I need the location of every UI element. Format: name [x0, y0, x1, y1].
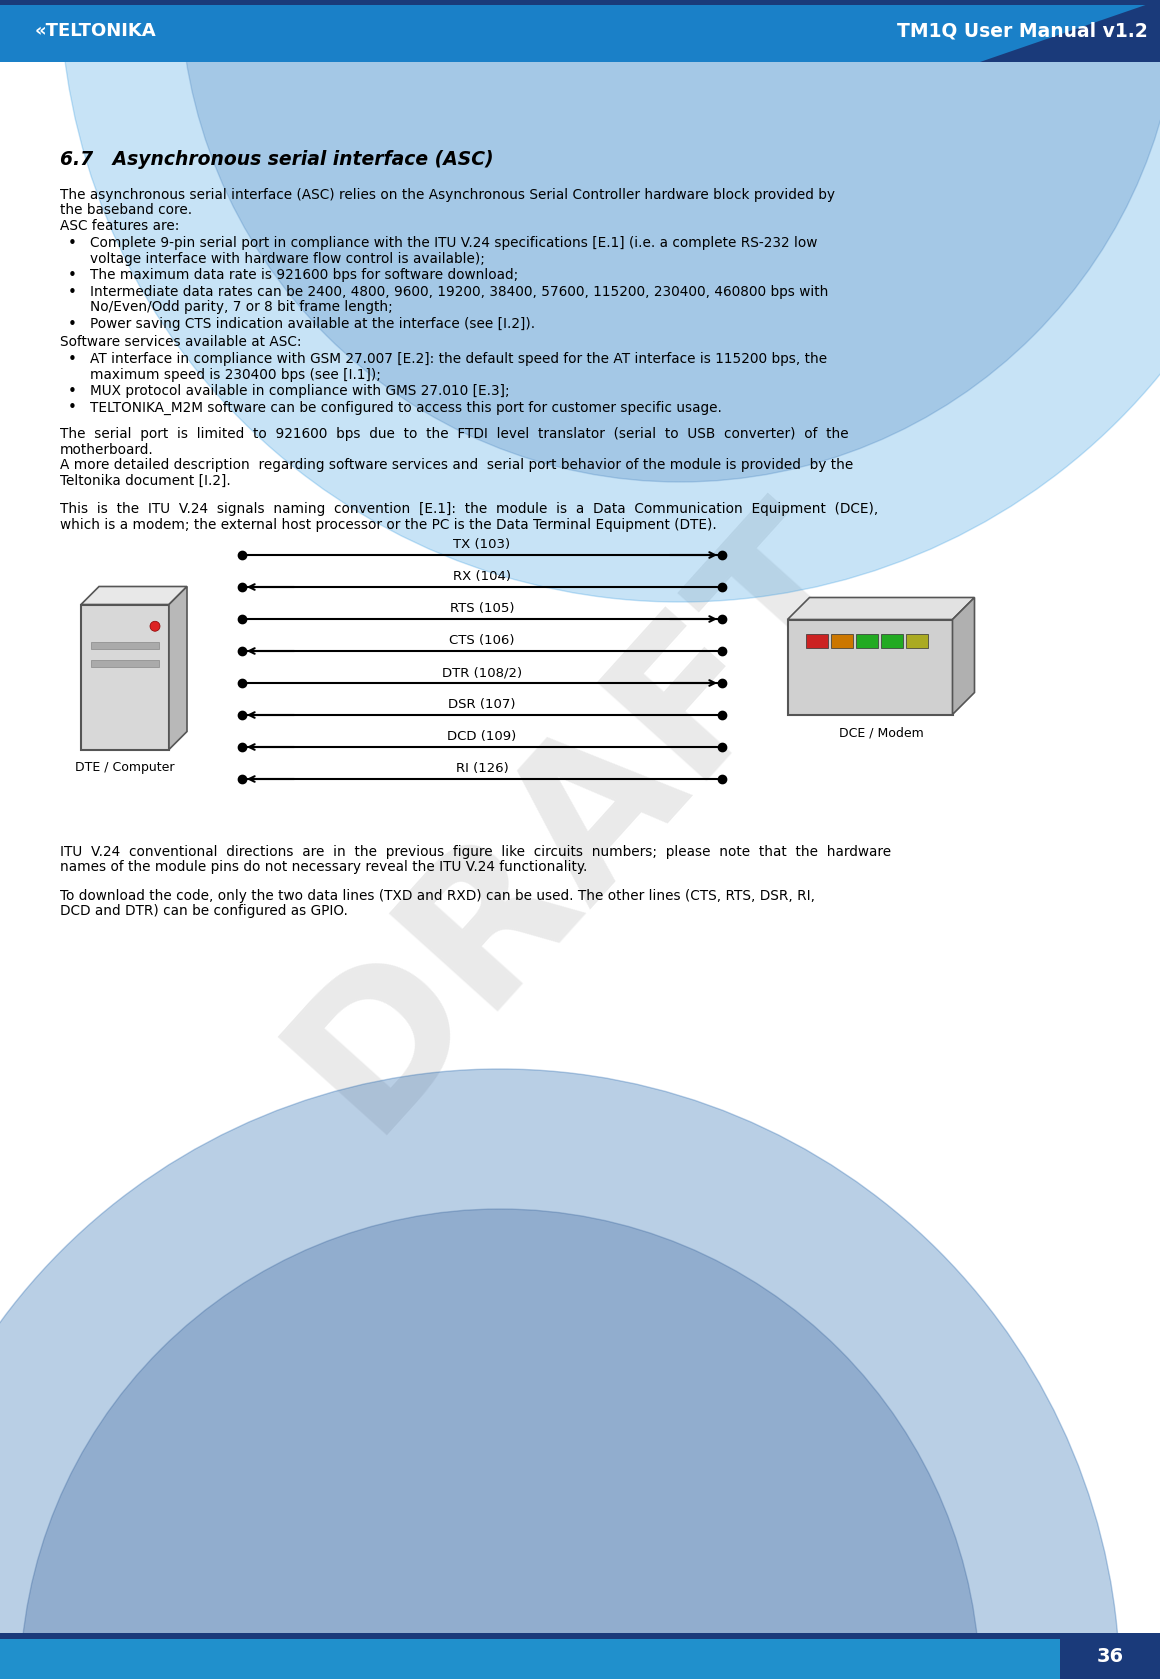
Bar [0, 0, 1160, 5]
Text: •: • [68, 384, 77, 400]
Bar [788, 620, 952, 715]
Bar [805, 633, 827, 648]
Text: ASC features are:: ASC features are: [60, 218, 180, 233]
Text: names of the module pins do not necessary reveal the ITU V.24 functionality.: names of the module pins do not necessar… [60, 861, 587, 875]
Text: DSR (107): DSR (107) [448, 698, 516, 710]
Text: Teltonika document [I.2].: Teltonika document [I.2]. [60, 473, 231, 487]
Circle shape [20, 1209, 980, 1679]
Text: ITU  V.24  conventional  directions  are  in  the  previous  figure  like  circu: ITU V.24 conventional directions are in … [60, 845, 891, 860]
Text: motherboard.: motherboard. [60, 443, 154, 457]
Text: •: • [68, 353, 77, 368]
Bar [0, 1634, 1160, 1679]
Text: No/Even/Odd parity, 7 or 8 bit frame length;: No/Even/Odd parity, 7 or 8 bit frame len… [90, 301, 393, 314]
Circle shape [150, 621, 160, 631]
Text: DCD and DTR) can be configured as GPIO.: DCD and DTR) can be configured as GPIO. [60, 905, 348, 918]
Bar [856, 633, 877, 648]
Bar [0, 0, 1160, 62]
Text: A more detailed description  regarding software services and  serial port behavi: A more detailed description regarding so… [60, 458, 854, 472]
Text: maximum speed is 230400 bps (see [I.1]);: maximum speed is 230400 bps (see [I.1]); [90, 368, 380, 381]
Text: CTS (106): CTS (106) [449, 635, 515, 646]
Bar [81, 604, 169, 749]
Bar [90, 660, 159, 667]
Bar [831, 633, 853, 648]
Text: TM1Q User Manual v1.2: TM1Q User Manual v1.2 [897, 22, 1148, 40]
Text: DCE / Modem: DCE / Modem [839, 727, 923, 739]
Text: The  serial  port  is  limited  to  921600  bps  due  to  the  FTDI  level  tran: The serial port is limited to 921600 bps… [60, 426, 849, 442]
Text: Power saving CTS indication available at the interface (see [I.2]).: Power saving CTS indication available at… [90, 317, 535, 331]
Polygon shape [81, 586, 187, 604]
Text: This  is  the  ITU  V.24  signals  naming  convention  [E.1]:  the  module  is  : This is the ITU V.24 signals naming conv… [60, 502, 878, 515]
Text: MUX protocol available in compliance with GMS 27.010 [E.3];: MUX protocol available in compliance wit… [90, 384, 509, 398]
Text: AT interface in compliance with GSM 27.007 [E.2]: the default speed for the AT i: AT interface in compliance with GSM 27.0… [90, 353, 827, 366]
Text: DTR (108/2): DTR (108/2) [442, 667, 522, 678]
Text: •: • [68, 285, 77, 301]
Bar [90, 641, 159, 650]
Circle shape [60, 0, 1160, 603]
Text: To download the code, only the two data lines (TXD and RXD) can be used. The oth: To download the code, only the two data … [60, 888, 815, 903]
Text: DRAFT: DRAFT [255, 473, 905, 1164]
Text: «TELTONIKA: «TELTONIKA [34, 22, 155, 40]
Text: •: • [68, 269, 77, 284]
Polygon shape [980, 0, 1160, 62]
Text: Intermediate data rates can be 2400, 4800, 9600, 19200, 38400, 57600, 115200, 23: Intermediate data rates can be 2400, 480… [90, 285, 828, 299]
Text: DCD (109): DCD (109) [448, 730, 516, 744]
Polygon shape [1060, 1634, 1160, 1679]
Text: •: • [68, 401, 77, 415]
Polygon shape [169, 586, 187, 749]
Bar [906, 633, 928, 648]
Text: The asynchronous serial interface (ASC) relies on the Asynchronous Serial Contro: The asynchronous serial interface (ASC) … [60, 188, 835, 201]
Text: •: • [68, 317, 77, 332]
Text: 6.7   Asynchronous serial interface (ASC): 6.7 Asynchronous serial interface (ASC) [60, 149, 494, 170]
Text: 36: 36 [1096, 1647, 1124, 1666]
Text: voltage interface with hardware flow control is available);: voltage interface with hardware flow con… [90, 252, 485, 265]
Text: RTS (105): RTS (105) [450, 603, 514, 615]
Polygon shape [788, 598, 974, 620]
Text: TX (103): TX (103) [454, 537, 510, 551]
Text: •: • [68, 237, 77, 252]
Circle shape [180, 0, 1160, 482]
Text: the baseband core.: the baseband core. [60, 203, 193, 218]
Text: Software services available at ASC:: Software services available at ASC: [60, 336, 302, 349]
Polygon shape [952, 598, 974, 715]
Text: which is a modem; the external host processor or the PC is the Data Terminal Equ: which is a modem; the external host proc… [60, 517, 717, 532]
Text: The maximum data rate is 921600 bps for software download;: The maximum data rate is 921600 bps for … [90, 269, 519, 282]
Bar [0, 1634, 1160, 1639]
Text: Complete 9-pin serial port in compliance with the ITU V.24 specifications [E.1] : Complete 9-pin serial port in compliance… [90, 237, 818, 250]
Bar [880, 633, 902, 648]
Circle shape [0, 1070, 1121, 1679]
Text: RI (126): RI (126) [456, 762, 508, 776]
Text: DTE / Computer: DTE / Computer [75, 762, 175, 774]
Text: RX (104): RX (104) [454, 569, 512, 583]
Text: TELTONIKA_M2M software can be configured to access this port for customer specif: TELTONIKA_M2M software can be configured… [90, 401, 722, 415]
